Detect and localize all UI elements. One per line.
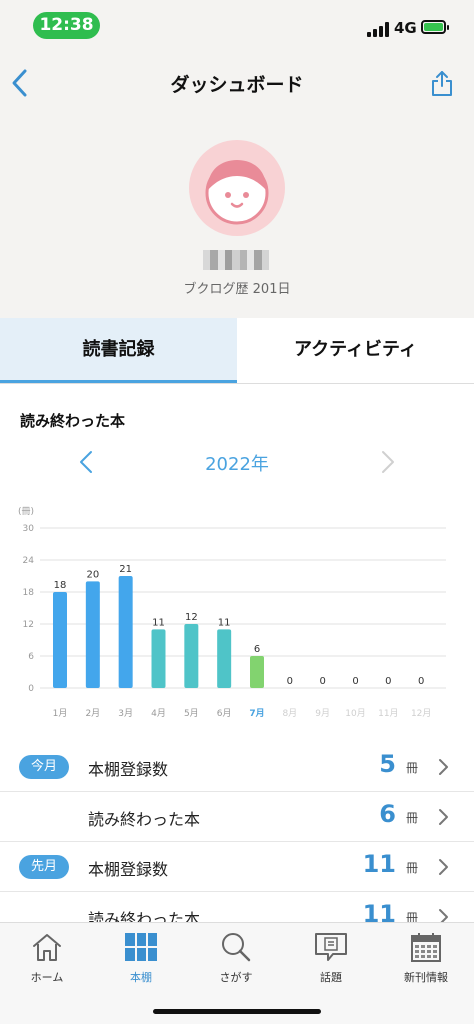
calendar-icon [411,933,441,962]
chart-x-tick-label: 3月 [118,708,133,719]
chart-value-label: 0 [418,676,424,687]
username-redacted [203,250,269,270]
stats-row-value: 6 [379,800,396,828]
chart-value-label: 0 [319,676,325,687]
chart-value-label: 21 [119,564,132,575]
chart-y-tick-label: 6 [28,652,34,662]
stats-row-this-month-read[interactable]: 読み終わった本 6 冊 [0,792,474,842]
stats-row-value: 5 [379,750,396,778]
stats-row-unit: 冊 [406,761,419,775]
profile-section: ブクログ歴 201日 [0,112,474,318]
stats-row-value: 11 [362,850,396,878]
chart-value-label: 11 [152,617,165,628]
chart-y-tick-label: 12 [23,620,34,630]
year-navigator: 2022年 [0,446,474,478]
chevron-right-icon [439,909,448,925]
tabbar-label: さがす [219,971,253,984]
chart-x-tick-label: 5月 [184,708,199,719]
last-month-badge: 先月 [19,855,69,879]
chart-value-label: 20 [86,569,99,580]
chart-x-tick-label: 12月 [411,708,431,719]
chart-x-tick-label: 10月 [345,708,365,719]
tabbar-label: 本棚 [130,971,152,984]
bookshelf-icon [125,933,157,961]
battery-icon [421,20,449,34]
tabbar-new-releases[interactable]: 新刊情報 [381,931,471,991]
chart-x-tick-label: 4月 [151,708,166,719]
tabbar-bookshelf[interactable]: 本棚 [96,931,186,991]
stats-row-label: 読み終わった本 [88,810,201,829]
navigation-bar: ダッシュボード [0,52,474,112]
chevron-right-icon [439,859,448,875]
chart-bar-5 [184,624,199,688]
chart-y-tick-label: 18 [23,588,35,598]
chevron-right-icon [439,809,448,825]
search-icon [222,933,251,962]
status-time: 12:38 [33,12,100,39]
stats-list: 今月 本棚登録数 5 冊 読み終わった本 6 冊 先月 本棚登録数 11 冊 読… [0,742,474,942]
tabbar-label: 話題 [320,971,342,984]
chart-value-label: 0 [385,676,391,687]
chart-bar-6 [217,629,232,688]
year-label: 2022年 [205,454,269,475]
stats-row-unit: 冊 [406,861,419,875]
chevron-right-icon [439,759,448,775]
tabbar-label: ホーム [30,971,64,984]
chart-x-tick-label: 7月 [249,708,264,719]
previous-year-chevron-icon[interactable] [78,450,94,474]
section-title: 読み終わった本 [20,412,126,430]
tabbar-topics[interactable]: 話題 [286,931,376,991]
bottom-tab-bar: ホーム 本棚 さがす 話題 [0,922,474,1024]
chat-book-icon [315,933,347,961]
chart-bar-4 [151,629,166,688]
booklog-history: ブクログ歴 201日 [183,282,291,297]
back-chevron-icon[interactable] [8,66,32,100]
network-type: 4G [394,19,417,37]
stats-row-unit: 冊 [406,811,419,825]
chart-x-tick-label: 11月 [378,708,398,719]
tabbar-search[interactable]: さがす [191,931,281,991]
page-title: ダッシュボード [170,74,304,96]
stats-row-unit: 冊 [406,911,419,925]
cellular-signal-icon [367,21,389,37]
avatar[interactable] [189,140,285,236]
books-read-bar-chart: (冊) 30 24 18 12 6 0 18 1月 20 2月 21 3月 11 4月 12 5月 11 6月 6… [18,506,446,719]
chart-y-tick-label: 24 [23,556,35,566]
chart-value-label: 6 [254,644,260,655]
chart-y-tick-label: 30 [23,524,35,534]
chart-value-label: 11 [218,617,231,628]
chart-bar-1 [53,592,67,688]
chart-x-tick-label: 6月 [217,708,232,719]
stats-row-label: 本棚登録数 [88,860,169,879]
chart-x-tick-label: 1月 [53,708,68,719]
chart-value-label: 18 [54,580,67,591]
tab-reading-record[interactable]: 読書記録 [0,318,237,383]
this-month-badge: 今月 [19,755,69,779]
chart-bar-7 [250,656,264,688]
chart-y-tick-label: 0 [28,684,34,694]
chart-x-tick-label: 2月 [85,708,100,719]
stats-row-this-month-shelf[interactable]: 今月 本棚登録数 5 冊 [0,742,474,792]
chart-bar-3 [118,576,133,688]
tabbar-label: 新刊情報 [404,971,448,984]
stats-row-last-month-shelf[interactable]: 先月 本棚登録数 11 冊 [0,842,474,892]
chart-y-axis-label: (冊) [18,506,34,517]
chart-value-label: 0 [352,676,358,687]
chart-x-tick-label: 9月 [315,708,330,719]
chart-value-label: 12 [185,612,198,623]
chart-x-tick-label: 8月 [282,708,297,719]
chart-value-label: 0 [287,676,293,687]
home-indicator [153,1009,321,1014]
stats-row-label: 本棚登録数 [88,760,169,779]
status-bar: 12:38 4G [0,0,474,52]
chart-bar-2 [85,581,100,688]
next-year-chevron-icon[interactable] [380,450,396,474]
dashboard-tabs: 読書記録 アクティビティ [0,318,474,384]
tab-activity[interactable]: アクティビティ [237,318,474,383]
tabbar-home[interactable]: ホーム [2,931,92,991]
home-icon [33,934,61,961]
share-icon[interactable] [430,68,454,98]
